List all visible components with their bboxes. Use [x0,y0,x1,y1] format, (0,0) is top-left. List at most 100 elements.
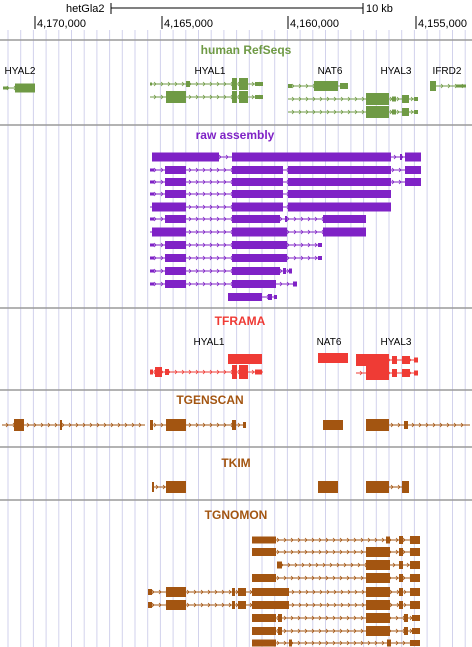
gnomon-transcript-1 [252,536,420,544]
gnomon-transcript-6 [148,600,420,610]
track-dividers [0,39,472,501]
exon-block [277,561,282,569]
exon-block [414,370,418,376]
exon-block [412,628,420,634]
exon-block [232,254,287,262]
trama-track: TFRAMA HYAL1 NAT6 HYAL3 [150,314,418,380]
exon-block [399,548,403,556]
exon-block [402,481,409,493]
exon-block [232,365,237,379]
exon-block [255,82,263,86]
exon-block [232,166,283,174]
exon-block [399,588,403,596]
exon-block [414,357,418,363]
exon-block [366,106,389,118]
exon-block [392,109,396,115]
raw-transcript-1 [152,152,421,162]
exon-block [366,93,389,105]
gnomon-transcript-2 [252,547,420,557]
exon-block [165,254,186,262]
gnomon-transcript-8 [252,626,420,636]
raw-transcript-2 [150,166,421,174]
raw-transcript-5 [150,202,391,212]
exon-block [405,166,421,174]
exon-block [255,369,262,375]
genscan-transcript-2 [150,419,246,431]
exon-block [15,83,35,93]
raw-assembly-transcripts [150,152,421,301]
position-label-4: 4,155,000 [418,18,467,30]
exon-block [318,481,338,493]
exon-block [268,294,272,300]
exon-block [366,573,390,583]
exon-block [238,588,246,596]
exon-block [232,227,287,237]
trama-gene-models [150,353,418,380]
exon-block [232,178,283,186]
exon-block [232,190,283,198]
gene-label-nat6: NAT6 [318,66,343,77]
exon-block [404,614,408,622]
exon-block [402,369,410,377]
exon-block [152,202,186,212]
exon-block [323,420,343,430]
exon-block [150,420,153,430]
exon-block [288,202,391,212]
exon-block [410,548,420,556]
gene-label-hyal3: HYAL3 [381,66,412,77]
exon-block [399,536,403,544]
exon-block [366,626,390,636]
kim-gene-models [152,481,409,493]
exon-block [150,282,154,286]
exon-block [165,190,186,198]
exon-block [252,601,289,609]
exon-block [402,108,409,116]
trama-track-title: TFRAMA [215,314,266,328]
exon-block [232,152,391,162]
refseq-transcript-hyal1-a [150,78,263,90]
genscan-track-title: TGENSCAN [176,393,243,407]
exon-block [412,615,420,621]
exon-block [166,481,186,493]
exon-block [252,639,276,647]
exon-block [165,215,186,223]
trama-transcript-hyal3-b [356,366,418,380]
exon-block [232,267,280,275]
trama-gene-label-hyal3: HYAL3 [381,337,412,348]
exon-block [400,154,402,160]
exon-block [285,216,287,222]
trama-transcript-hyal3-a [356,354,418,366]
exon-block [456,84,466,88]
exon-block [148,602,152,608]
exon-block [166,91,186,103]
exon-block [274,295,277,299]
exon-block [392,356,397,364]
position-label-1: 4,170,000 [37,18,86,30]
genscan-transcript-4 [366,419,470,431]
kim-transcript-1 [152,481,186,493]
exon-block [318,353,348,363]
trama-transcript-nat6 [318,353,348,363]
exon-block [186,81,190,87]
exon-block [150,243,154,247]
exon-block [402,356,410,364]
exon-block [392,369,397,377]
exon-block [232,420,236,430]
exon-block [238,601,246,609]
exon-block [366,587,390,597]
exon-block [239,78,248,90]
exon-block [14,419,24,431]
exon-block [288,178,391,186]
exon-block [232,215,280,223]
gnomon-track-title: TGNOMON [205,508,268,522]
refseq-gene-models [3,78,466,118]
exon-block [155,367,162,377]
exon-block [243,422,246,428]
exon-block [252,574,276,582]
exon-block [366,481,389,493]
exon-block [252,548,276,556]
exon-block [148,589,152,595]
grid-lines [7,30,466,647]
trama-transcript-hyal1 [150,365,263,379]
